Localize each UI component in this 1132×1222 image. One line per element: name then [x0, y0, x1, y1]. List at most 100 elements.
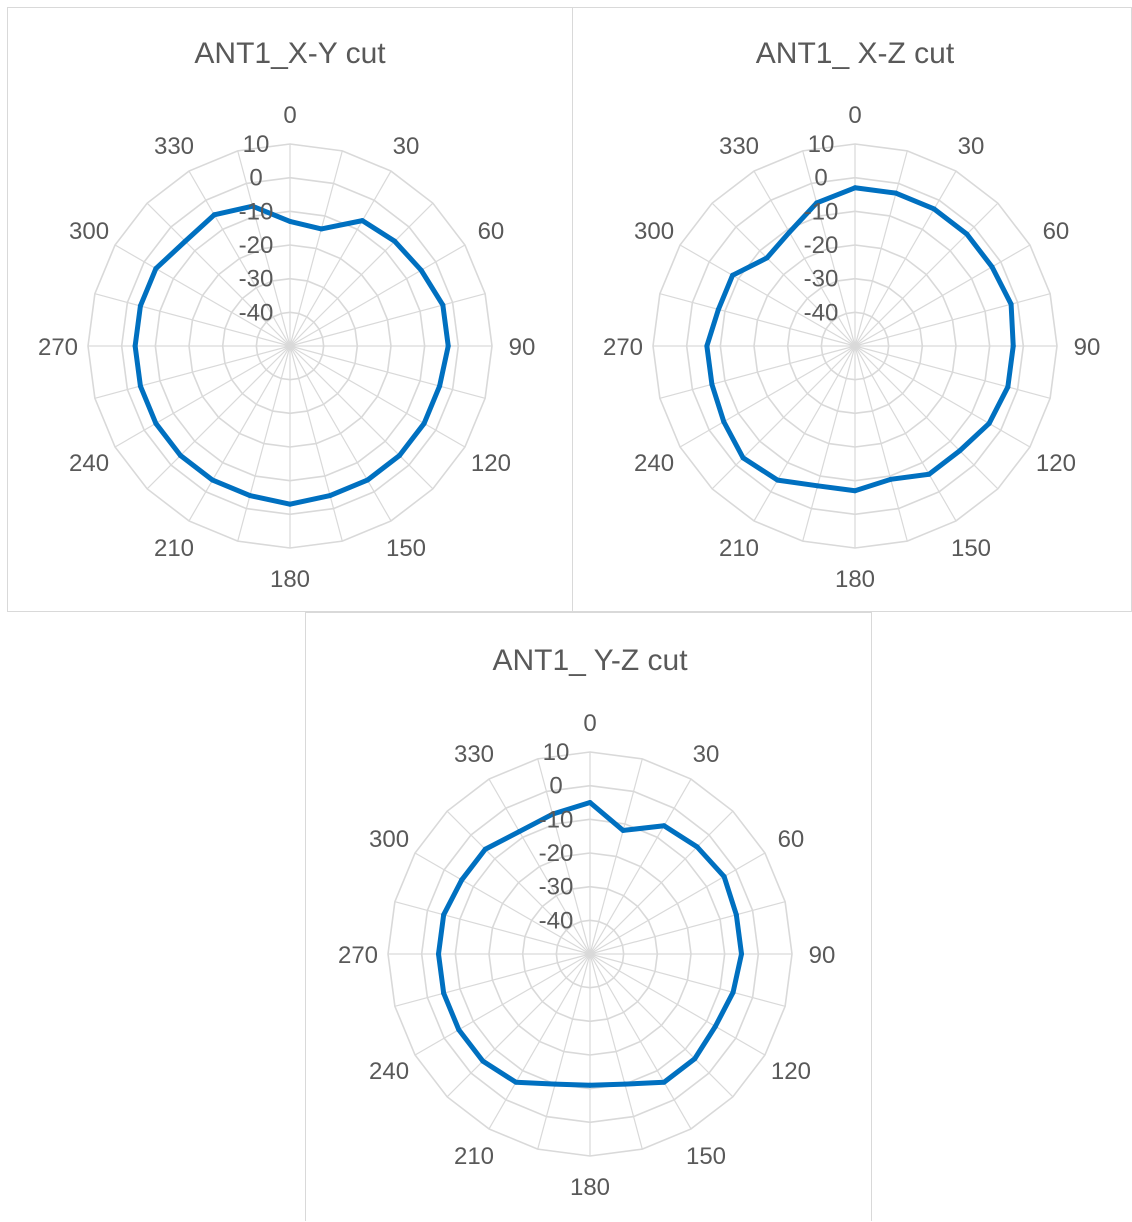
radial-tick-label: 0: [814, 165, 827, 192]
radial-tick-label: -10: [239, 198, 274, 225]
data-point: [622, 1081, 628, 1087]
radar-chart-xz: ANT1_ X-Z cut 0 30 60 90 120 150 180 210 240 270 30…: [603, 37, 1101, 593]
data-point: [456, 1027, 462, 1033]
grid-ring: [555, 919, 625, 989]
radial-tick-label: 0: [249, 165, 262, 192]
radial-tick-label: 10: [243, 131, 270, 158]
data-point: [694, 844, 700, 850]
angle-label: 240: [634, 450, 674, 477]
grid-ring: [719, 210, 991, 482]
data-point: [137, 383, 143, 389]
data-point: [153, 420, 159, 426]
data-point: [986, 420, 992, 426]
data-point: [550, 811, 556, 817]
data-point: [661, 1079, 667, 1085]
data-point: [730, 272, 736, 278]
angle-label: 180: [835, 566, 875, 593]
data-point: [441, 912, 447, 918]
data-point: [733, 912, 739, 918]
grid-ring: [255, 311, 325, 381]
data-point: [814, 200, 820, 206]
radar-chart-yz: ANT1_ Y-Z cut 0 30 60 90 120 150 180 210 240 270 30…: [338, 644, 835, 1201]
angle-label: 300: [69, 218, 109, 245]
data-point: [620, 827, 626, 833]
grid-ring: [221, 277, 359, 415]
grid-ring: [685, 176, 1025, 516]
radial-tick-label: -20: [804, 232, 839, 259]
radar-chart-xy: ANT1_X-Y cut 0 30 60 90 120 150 180 210 240 270 300…: [38, 37, 535, 593]
data-point: [287, 501, 293, 507]
angle-label: 210: [454, 1143, 494, 1170]
angle-label: 90: [1074, 334, 1101, 361]
radial-tick-label: -30: [239, 266, 274, 293]
angle-label: 0: [283, 102, 296, 129]
data-point: [437, 383, 443, 389]
radial-tick-label: -10: [804, 198, 839, 225]
radial-tick-label: -10: [539, 806, 574, 833]
radial-tick-label: -30: [539, 874, 574, 901]
chart-panel-yz: ANT1_ Y-Z cut 0 30 60 90 120 150 180 210 240 270 30…: [305, 612, 872, 1221]
data-point: [513, 1079, 519, 1085]
angle-label: 180: [570, 1174, 610, 1201]
angle-label: 210: [719, 535, 759, 562]
data-point: [287, 218, 293, 224]
angle-label: 60: [778, 826, 805, 853]
data-point: [392, 238, 398, 244]
data-point: [964, 231, 970, 237]
radial-tick-label: -30: [804, 266, 839, 293]
angle-label: 300: [634, 218, 674, 245]
data-point: [957, 448, 963, 454]
data-point: [247, 493, 253, 499]
angle-label: 330: [454, 741, 494, 768]
data-point: [137, 303, 143, 309]
angle-label: 60: [478, 218, 505, 245]
data-point: [661, 823, 667, 829]
data-point: [359, 218, 365, 224]
chart-title: ANT1_ Y-Z cut: [492, 644, 688, 677]
data-point: [318, 226, 324, 232]
grid-ring: [753, 244, 957, 448]
data-point: [739, 951, 744, 957]
angle-label: 30: [693, 741, 720, 768]
data-point: [250, 203, 256, 209]
radial-tick-label: -40: [239, 299, 274, 326]
data-point: [516, 829, 522, 835]
data-point: [364, 477, 370, 483]
angle-label: 270: [338, 942, 378, 969]
angle-label: 120: [1036, 450, 1076, 477]
chart-title: ANT1_X-Y cut: [194, 37, 386, 70]
grid-ring: [87, 143, 493, 549]
angle-label: 30: [393, 133, 420, 160]
radial-tick-label: 10: [808, 131, 835, 158]
grid-ring: [454, 818, 726, 1090]
data-point: [480, 1058, 486, 1064]
data-point: [893, 190, 899, 196]
data-point: [764, 255, 770, 261]
data-point: [888, 476, 894, 482]
data-point: [482, 846, 488, 852]
data-point: [210, 477, 216, 483]
angle-label: 0: [583, 710, 596, 737]
series-line: [132, 203, 451, 507]
radial-tick-label: -40: [539, 907, 574, 934]
data-point: [931, 206, 937, 212]
data-point: [441, 990, 447, 996]
data-point: [459, 877, 465, 883]
angle-label: 300: [369, 826, 409, 853]
angle-label: 270: [603, 334, 643, 361]
data-point: [397, 453, 403, 459]
grid-ring: [786, 277, 924, 415]
data-point: [721, 874, 727, 880]
data-point: [715, 306, 721, 312]
data-point: [211, 212, 217, 218]
data-point: [1005, 384, 1011, 390]
data-point: [852, 185, 858, 191]
radial-tick-label: -20: [239, 232, 274, 259]
angle-label: 120: [471, 450, 511, 477]
data-point: [1008, 301, 1014, 307]
grid-ring: [387, 751, 793, 1157]
grid-ring: [188, 244, 392, 448]
angle-label: 180: [270, 566, 310, 593]
angle-label: 240: [369, 1058, 409, 1085]
chart-title: ANT1_ X-Z cut: [756, 37, 955, 70]
